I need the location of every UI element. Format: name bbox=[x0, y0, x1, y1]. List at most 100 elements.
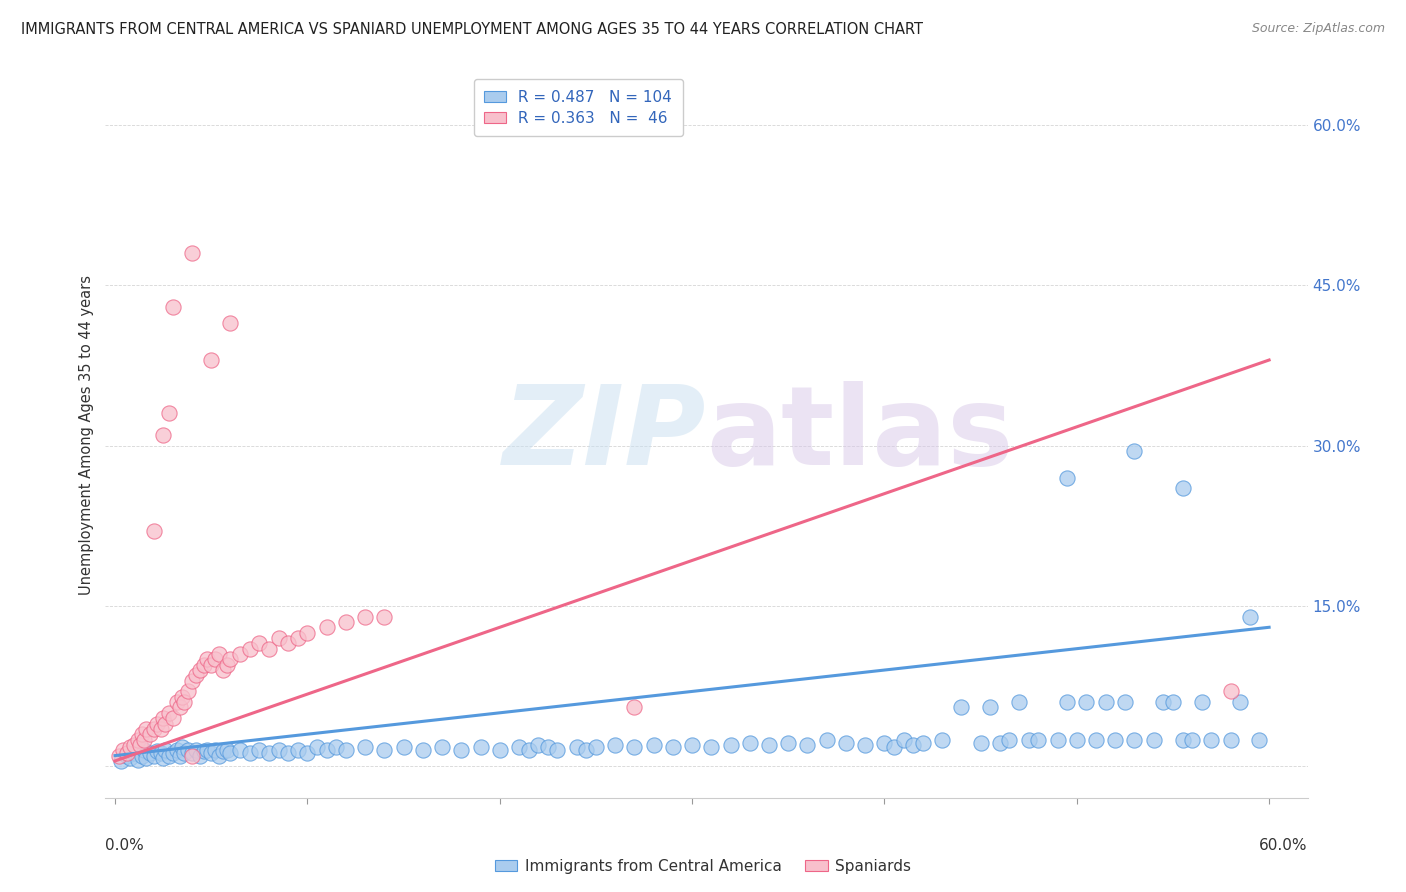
Point bbox=[1018, 732, 1040, 747]
Point bbox=[537, 739, 560, 754]
Point bbox=[546, 743, 568, 757]
Point bbox=[681, 738, 703, 752]
Point bbox=[110, 754, 132, 768]
Point bbox=[215, 743, 238, 757]
Point bbox=[127, 753, 149, 767]
Point bbox=[969, 736, 991, 750]
Point bbox=[208, 748, 231, 763]
Point bbox=[950, 700, 973, 714]
Point bbox=[131, 748, 153, 763]
Point bbox=[215, 657, 238, 672]
Point bbox=[142, 524, 165, 538]
Point bbox=[150, 722, 173, 736]
Point bbox=[146, 744, 169, 758]
Point bbox=[1161, 695, 1184, 709]
Point bbox=[150, 747, 173, 761]
Point bbox=[152, 711, 174, 725]
Point bbox=[120, 739, 142, 754]
Point bbox=[152, 750, 174, 764]
Point bbox=[1181, 732, 1204, 747]
Point bbox=[157, 407, 180, 421]
Point bbox=[132, 732, 155, 747]
Point bbox=[643, 738, 665, 752]
Point bbox=[188, 748, 211, 763]
Point bbox=[738, 736, 761, 750]
Point bbox=[623, 739, 645, 754]
Point bbox=[1239, 609, 1261, 624]
Point bbox=[247, 636, 270, 650]
Point bbox=[146, 716, 169, 731]
Legend:  R = 0.487   N = 104,  R = 0.363   N =  46: R = 0.487 N = 104, R = 0.363 N = 46 bbox=[474, 79, 683, 136]
Point bbox=[131, 727, 153, 741]
Point bbox=[157, 748, 180, 763]
Point bbox=[412, 743, 434, 757]
Legend: Immigrants from Central America, Spaniards: Immigrants from Central America, Spaniar… bbox=[488, 853, 918, 880]
Point bbox=[193, 657, 215, 672]
Point bbox=[297, 747, 319, 761]
Point bbox=[204, 743, 226, 757]
Point bbox=[229, 743, 252, 757]
Point bbox=[315, 743, 337, 757]
Point bbox=[184, 668, 207, 682]
Point bbox=[392, 739, 415, 754]
Point bbox=[335, 615, 357, 629]
Point bbox=[1201, 732, 1223, 747]
Point bbox=[120, 750, 142, 764]
Point bbox=[911, 736, 934, 750]
Point bbox=[162, 711, 184, 725]
Point bbox=[162, 300, 184, 314]
Point bbox=[200, 747, 222, 761]
Point bbox=[778, 736, 800, 750]
Point bbox=[883, 739, 905, 754]
Point bbox=[585, 739, 607, 754]
Point bbox=[815, 732, 838, 747]
Point bbox=[200, 353, 222, 368]
Point bbox=[257, 747, 280, 761]
Point bbox=[373, 609, 395, 624]
Point bbox=[181, 747, 204, 761]
Point bbox=[796, 738, 818, 752]
Point bbox=[1085, 732, 1108, 747]
Point bbox=[315, 620, 337, 634]
Point bbox=[111, 743, 134, 757]
Point bbox=[873, 736, 896, 750]
Point bbox=[166, 695, 188, 709]
Point bbox=[181, 246, 204, 260]
Point bbox=[1008, 695, 1031, 709]
Point bbox=[931, 732, 953, 747]
Point bbox=[142, 748, 165, 763]
Point bbox=[335, 743, 357, 757]
Point bbox=[229, 647, 252, 661]
Point bbox=[135, 750, 157, 764]
Point bbox=[1076, 695, 1098, 709]
Point bbox=[166, 743, 188, 757]
Point bbox=[517, 743, 540, 757]
Point bbox=[132, 743, 155, 757]
Point bbox=[287, 631, 309, 645]
Point bbox=[181, 748, 204, 763]
Point bbox=[305, 739, 328, 754]
Point bbox=[1152, 695, 1174, 709]
Point bbox=[1219, 732, 1241, 747]
Point bbox=[247, 743, 270, 757]
Point bbox=[1171, 481, 1194, 495]
Point bbox=[277, 636, 299, 650]
Point bbox=[177, 684, 200, 698]
Point bbox=[157, 706, 180, 720]
Text: IMMIGRANTS FROM CENTRAL AMERICA VS SPANIARD UNEMPLOYMENT AMONG AGES 35 TO 44 YEA: IMMIGRANTS FROM CENTRAL AMERICA VS SPANI… bbox=[21, 22, 924, 37]
Point bbox=[169, 748, 191, 763]
Point bbox=[1171, 732, 1194, 747]
Point bbox=[354, 739, 377, 754]
Point bbox=[200, 657, 222, 672]
Point bbox=[297, 625, 319, 640]
Point bbox=[115, 748, 138, 763]
Point bbox=[219, 652, 242, 666]
Point bbox=[138, 747, 160, 761]
Point bbox=[173, 695, 195, 709]
Point bbox=[325, 739, 347, 754]
Point bbox=[450, 743, 472, 757]
Point bbox=[508, 739, 530, 754]
Point bbox=[267, 631, 290, 645]
Point bbox=[277, 747, 299, 761]
Point bbox=[1123, 732, 1146, 747]
